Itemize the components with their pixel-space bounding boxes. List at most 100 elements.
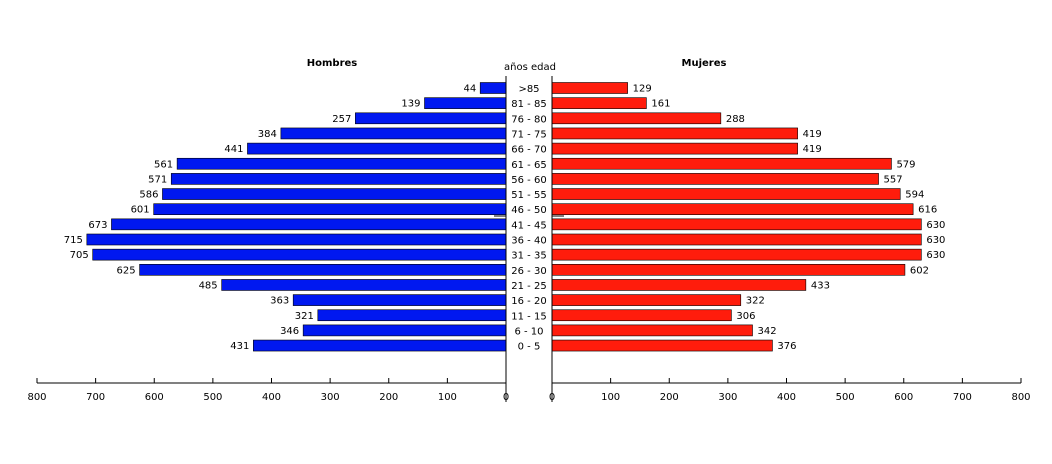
age-category-label: 71 - 75 bbox=[511, 129, 546, 140]
bar-hombres bbox=[221, 279, 507, 291]
value-label-mujeres: 161 bbox=[651, 99, 670, 110]
value-label-hombres: 257 bbox=[332, 114, 351, 125]
value-label-hombres: 586 bbox=[139, 190, 158, 201]
value-label-mujeres: 630 bbox=[926, 220, 945, 231]
bar-mujeres bbox=[551, 263, 906, 276]
center-axis-label: años edad bbox=[504, 62, 556, 73]
value-label-hombres: 384 bbox=[258, 129, 277, 140]
age-category-label: 6 - 10 bbox=[514, 326, 543, 337]
bar-hombres bbox=[317, 309, 507, 322]
tick-label-hombres: 100 bbox=[438, 392, 457, 403]
value-label-mujeres: 557 bbox=[884, 174, 903, 185]
bar-mujeres bbox=[551, 173, 879, 185]
value-label-mujeres: 594 bbox=[905, 190, 924, 201]
bar-mujeres bbox=[551, 157, 892, 170]
value-label-mujeres: 630 bbox=[926, 235, 945, 246]
value-label-hombres: 44 bbox=[463, 84, 476, 95]
bar-hombres bbox=[139, 263, 507, 276]
bar-mujeres bbox=[551, 188, 901, 200]
tick-label-mujeres: 600 bbox=[894, 392, 913, 403]
tick-label-mujeres: 300 bbox=[718, 392, 737, 403]
bar-mujeres bbox=[551, 339, 773, 352]
tick-label-hombres: 500 bbox=[203, 392, 222, 403]
age-category-label: 61 - 65 bbox=[511, 160, 546, 171]
tick-label-hombres: 300 bbox=[321, 392, 340, 403]
age-category-label: 41 - 45 bbox=[511, 220, 546, 231]
value-label-hombres: 363 bbox=[270, 296, 289, 307]
bar-hombres bbox=[292, 294, 507, 306]
age-category-label: 66 - 70 bbox=[511, 145, 546, 156]
value-label-hombres: 485 bbox=[199, 280, 218, 291]
value-label-mujeres: 419 bbox=[803, 144, 822, 155]
age-category-label: 81 - 85 bbox=[511, 99, 546, 110]
tick-label-hombres: 200 bbox=[379, 392, 398, 403]
bar-mujeres bbox=[551, 97, 647, 109]
value-label-mujeres: 419 bbox=[803, 129, 822, 140]
value-label-mujeres: 630 bbox=[926, 250, 945, 261]
bar-mujeres bbox=[551, 82, 628, 94]
bar-mujeres bbox=[551, 233, 922, 246]
age-category-label: 56 - 60 bbox=[511, 175, 546, 186]
chart-marks: 44 129 >85 139 161 81 - 85 257 288 76 - 80 384 419… bbox=[27, 76, 1031, 403]
tick-label-mujeres: 100 bbox=[601, 392, 620, 403]
value-label-hombres: 625 bbox=[117, 265, 136, 276]
tick-label-hombres: 700 bbox=[86, 392, 105, 403]
bar-hombres bbox=[92, 248, 507, 261]
bar-mujeres bbox=[551, 309, 732, 322]
bar-mujeres bbox=[551, 248, 922, 261]
value-label-mujeres: 306 bbox=[736, 311, 755, 322]
bar-hombres bbox=[280, 127, 507, 140]
value-label-hombres: 705 bbox=[70, 250, 89, 261]
bar-hombres bbox=[176, 157, 507, 170]
value-label-hombres: 601 bbox=[131, 205, 150, 216]
tick-label-mujeres: 0 bbox=[549, 392, 555, 403]
bar-mujeres bbox=[551, 127, 798, 140]
bar-hombres bbox=[170, 173, 507, 185]
age-category-label: 36 - 40 bbox=[511, 236, 546, 247]
bar-hombres bbox=[302, 324, 507, 337]
age-category-label: 11 - 15 bbox=[511, 311, 546, 322]
right-title: Mujeres bbox=[682, 58, 727, 69]
bar-mujeres bbox=[551, 203, 914, 215]
value-label-mujeres: 579 bbox=[896, 159, 915, 170]
value-label-mujeres: 342 bbox=[757, 326, 776, 337]
bar-mujeres bbox=[551, 218, 922, 231]
value-label-hombres: 673 bbox=[88, 220, 107, 231]
value-label-hombres: 321 bbox=[295, 311, 314, 322]
bar-mujeres bbox=[551, 324, 753, 337]
bar-hombres bbox=[247, 142, 507, 155]
bar-hombres bbox=[355, 112, 507, 125]
tick-label-hombres: 800 bbox=[27, 392, 46, 403]
bar-hombres bbox=[153, 203, 507, 215]
value-label-mujeres: 129 bbox=[633, 84, 652, 95]
value-label-mujeres: 602 bbox=[910, 265, 929, 276]
value-label-mujeres: 322 bbox=[746, 296, 765, 307]
tick-label-hombres: 600 bbox=[145, 392, 164, 403]
value-label-mujeres: 616 bbox=[918, 205, 937, 216]
age-category-label: 46 - 50 bbox=[511, 205, 546, 216]
age-category-label: 26 - 30 bbox=[511, 266, 546, 277]
age-category-label: 76 - 80 bbox=[511, 114, 546, 125]
value-label-hombres: 431 bbox=[230, 341, 249, 352]
tick-label-mujeres: 400 bbox=[777, 392, 796, 403]
age-category-label: 16 - 20 bbox=[511, 296, 546, 307]
value-label-hombres: 346 bbox=[280, 326, 299, 337]
bar-hombres bbox=[162, 188, 507, 200]
age-category-label: 31 - 35 bbox=[511, 251, 546, 262]
bar-hombres bbox=[479, 82, 507, 94]
tick-label-hombres: 0 bbox=[503, 392, 509, 403]
value-label-hombres: 441 bbox=[224, 144, 243, 155]
bar-hombres bbox=[111, 218, 507, 231]
left-title: Hombres bbox=[307, 58, 358, 69]
bar-mujeres bbox=[551, 142, 798, 155]
value-label-hombres: 715 bbox=[64, 235, 83, 246]
value-label-hombres: 139 bbox=[401, 99, 420, 110]
bar-mujeres bbox=[551, 279, 807, 291]
value-label-hombres: 561 bbox=[154, 159, 173, 170]
value-label-hombres: 571 bbox=[148, 174, 167, 185]
tick-label-mujeres: 500 bbox=[836, 392, 855, 403]
age-category-label: 21 - 25 bbox=[511, 281, 546, 292]
value-label-mujeres: 376 bbox=[777, 341, 796, 352]
